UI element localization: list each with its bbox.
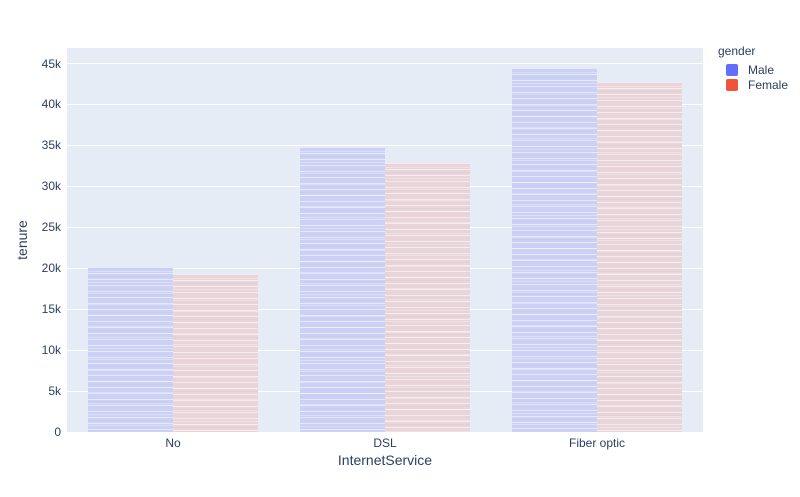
legend-title: gender [718, 44, 756, 58]
legend-label: Male [748, 62, 775, 77]
y-tick-label: 30k [41, 179, 61, 194]
legend-label: Female [748, 77, 789, 92]
legend: gender Male Female [712, 44, 788, 92]
bar-male-no[interactable] [88, 267, 173, 432]
x-tick-label: No [165, 436, 181, 450]
bar-female-no[interactable] [173, 273, 258, 432]
x-axis-title: InternetService [337, 452, 433, 468]
y-tick-label: 25k [41, 220, 61, 235]
y-tick-label: 35k [41, 138, 61, 153]
bar-male-fiber-optic[interactable] [512, 68, 597, 432]
x-tick-label: Fiber optic [568, 436, 626, 450]
legend-swatch-male [726, 63, 738, 76]
y-tick-label: 5k [48, 384, 61, 399]
y-tick-label: 0 [54, 425, 61, 439]
bar-male-dsl[interactable] [300, 147, 385, 432]
plot-area[interactable] [67, 48, 703, 432]
legend-items: Male Female [712, 62, 788, 92]
gridline [67, 144, 703, 146]
y-axis-title: tenure [14, 220, 30, 260]
y-tick-label: 10k [41, 343, 61, 358]
bar-female-fiber-optic[interactable] [597, 81, 682, 432]
gridline [67, 63, 703, 65]
y-tick-label: 15k [41, 302, 61, 317]
gridline [67, 104, 703, 105]
y-tick-label: 20k [41, 261, 61, 276]
legend-item-male[interactable]: Male [712, 62, 788, 77]
y-tick-label: 40k [41, 97, 61, 112]
legend-item-female[interactable]: Female [712, 77, 788, 92]
bar-female-dsl[interactable] [385, 162, 470, 432]
legend-swatch-female [726, 78, 738, 91]
x-tick-label: DSL [373, 436, 397, 450]
y-tick-label: 45k [41, 56, 61, 71]
